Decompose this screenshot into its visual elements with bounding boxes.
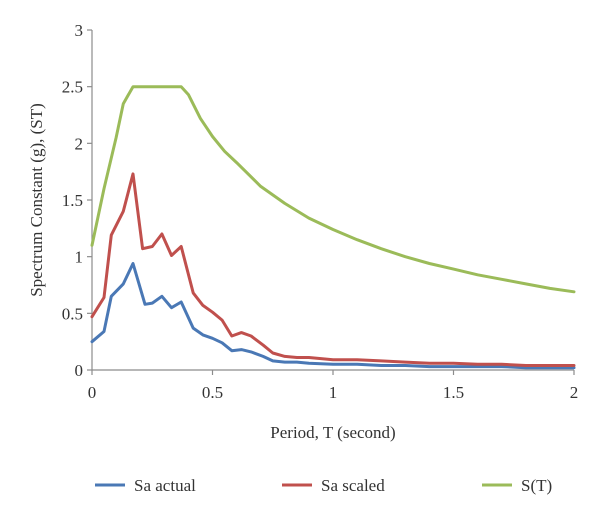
y-tick-label: 0 [75,361,84,380]
series-line-1 [90,262,576,370]
legend-label-2: Sa scaled [321,476,385,495]
y-tick-label: 2.5 [62,78,83,97]
x-tick-label: 2 [570,383,579,402]
y-tick-label: 1.5 [62,191,83,210]
series-group [90,85,576,370]
x-tick-label: 0 [88,383,97,402]
y-tick-group: 0 0.5 1 1.5 2 2.5 3 [62,21,92,380]
series-line-3 [90,85,576,294]
legend: Sa actual Sa scaled S(T) [95,476,552,495]
legend-label-3: S(T) [521,476,552,495]
y-tick-label: 2 [75,134,84,153]
y-tick-label: 0.5 [62,304,83,323]
legend-label-1: Sa actual [134,476,196,495]
x-tick-label: 1 [329,383,338,402]
y-axis-title: Spectrum Constant (g), (ST) [27,103,46,297]
y-tick-label: 1 [75,248,84,267]
y-tick-label: 3 [75,21,84,40]
x-tick-group: 0 0.5 1 1.5 2 [88,370,579,402]
x-tick-label: 0.5 [202,383,223,402]
x-axis-title: Period, T (second) [270,423,395,442]
series-line-2 [90,172,576,367]
x-tick-label: 1.5 [443,383,464,402]
